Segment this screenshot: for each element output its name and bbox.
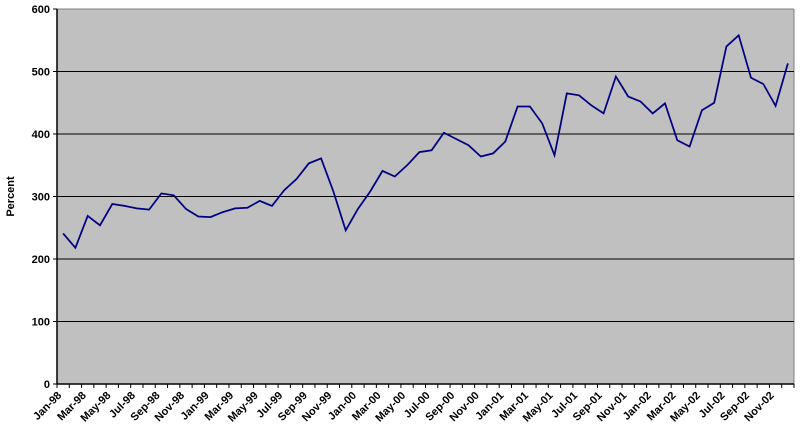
y-tick-label-500: 500: [32, 67, 50, 79]
y-tick-label-100: 100: [32, 317, 50, 329]
y-tick-label-600: 600: [32, 4, 50, 16]
y-tick-label-300: 300: [32, 192, 50, 204]
y-axis-title: Percent: [5, 176, 17, 217]
y-tick-label-0: 0: [44, 379, 50, 391]
data-series-line: [62, 33, 789, 250]
y-tick-label-400: 400: [32, 129, 50, 141]
y-tick-label-200: 200: [32, 254, 50, 266]
